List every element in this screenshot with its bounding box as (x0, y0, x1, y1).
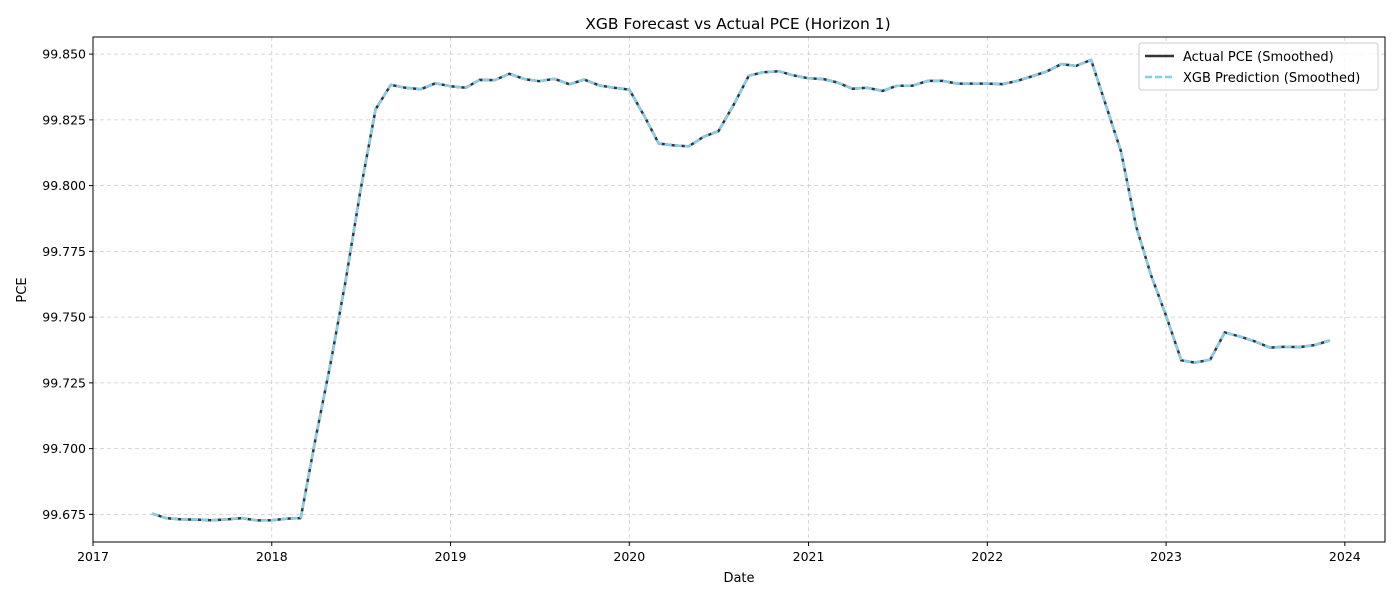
y-tick-label: 99.725 (42, 375, 86, 390)
chart-title: XGB Forecast vs Actual PCE (Horizon 1) (585, 15, 890, 33)
x-tick-label: 2020 (613, 549, 645, 564)
y-tick-label: 99.750 (42, 310, 86, 325)
y-tick-label: 99.700 (42, 441, 86, 456)
x-axis-label: Date (723, 571, 754, 586)
x-tick-label: 2017 (77, 549, 109, 564)
y-tick-label: 99.800 (42, 178, 86, 193)
x-tick-label: 2024 (1329, 549, 1361, 564)
x-tick-label: 2022 (971, 549, 1003, 564)
series-lines (151, 58, 1331, 522)
y-tick-label: 99.825 (42, 112, 86, 127)
x-tick-label: 2023 (1150, 549, 1182, 564)
legend-label-prediction: XGB Prediction (Smoothed) (1183, 71, 1360, 86)
plot-frame (92, 36, 1386, 543)
x-tick-label: 2019 (435, 549, 467, 564)
legend-label-actual: Actual PCE (Smoothed) (1183, 50, 1334, 65)
x-tick-label: 2018 (256, 549, 288, 564)
y-tick-label: 99.850 (42, 47, 86, 62)
series-line-prediction (151, 58, 1331, 522)
y-tick-label: 99.775 (42, 244, 86, 259)
legend-box (1138, 42, 1379, 91)
x-tick-label: 2021 (793, 549, 825, 564)
axis-ticks: 2017 2018 2019 2020 2021 2022 2023 2024 99.675 99… (42, 47, 1361, 564)
y-tick-label: 99.675 (42, 507, 86, 522)
y-axis-label: PCE (15, 277, 30, 302)
legend: Actual PCE (Smoothed) XGB Prediction (Sm… (1138, 42, 1379, 91)
grid-lines (92, 37, 1385, 542)
